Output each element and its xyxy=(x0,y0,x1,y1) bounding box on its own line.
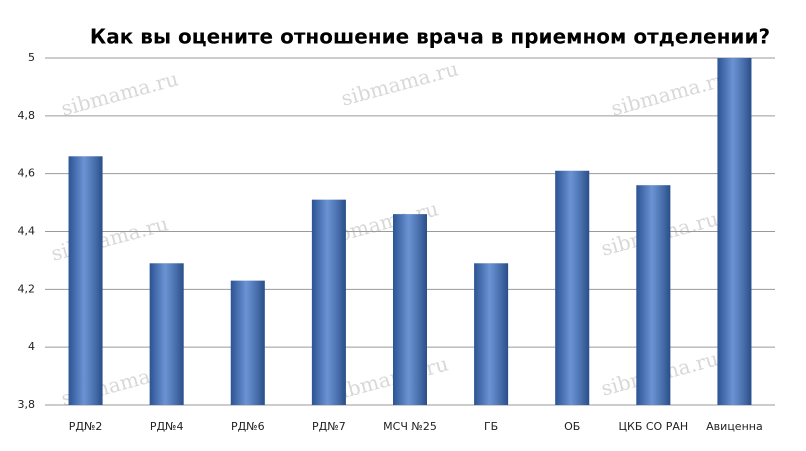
bar-shine xyxy=(68,156,103,405)
watermark: sibmama.ru xyxy=(49,211,171,265)
x-tick-label: РД№4 xyxy=(150,420,184,433)
x-tick-label: РД№7 xyxy=(312,420,346,433)
y-tick-label: 4,2 xyxy=(18,282,36,295)
y-tick-label: 4,4 xyxy=(18,225,36,238)
bar-shine xyxy=(311,199,346,405)
y-tick-label: 4,8 xyxy=(18,109,36,122)
bar-shine xyxy=(230,280,265,405)
bar-shine xyxy=(555,170,590,405)
bar-shine xyxy=(474,263,509,405)
watermark: sibmama.ru xyxy=(329,351,451,405)
watermark: sibmama.ru xyxy=(59,66,181,120)
x-tick-label: Авиценна xyxy=(706,420,763,433)
chart-title: Как вы оцените отношение врача в приемно… xyxy=(90,25,770,49)
x-tick-label: ГБ xyxy=(484,420,498,433)
x-tick-label: РД№2 xyxy=(69,420,103,433)
y-tick-label: 3,8 xyxy=(18,398,36,411)
x-tick-label: РД№6 xyxy=(231,420,265,433)
x-tick-label: МСЧ №25 xyxy=(383,420,437,433)
bar-shine xyxy=(636,185,671,405)
y-tick-label: 4,6 xyxy=(18,167,36,180)
y-tick-label: 4 xyxy=(28,340,35,353)
x-tick-label: ОБ xyxy=(564,420,580,433)
watermark: sibmama.ru xyxy=(339,56,461,110)
watermark: sibmama.ru xyxy=(609,66,731,120)
y-tick-label: 5 xyxy=(28,51,35,64)
bar-shine xyxy=(393,214,427,405)
bar-shine xyxy=(717,58,752,405)
x-tick-label: ЦКБ СО РАН xyxy=(618,420,688,433)
bar-shine xyxy=(149,263,184,405)
